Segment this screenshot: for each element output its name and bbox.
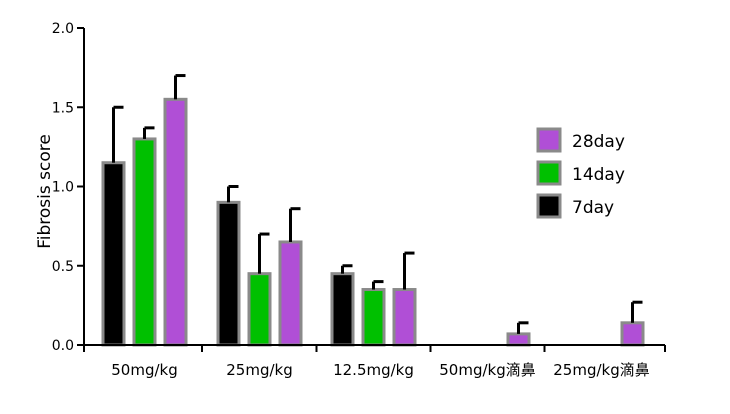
legend-label-7day: 7day — [572, 198, 614, 218]
x-tick-label: 50mg/kg — [111, 361, 177, 379]
legend-label-28day: 28day — [572, 132, 625, 152]
x-tick-label: 25mg/kg — [226, 361, 292, 379]
bar-7day-1 — [216, 200, 241, 347]
bar-28day-3 — [506, 332, 531, 347]
legend-swatch-14day — [536, 160, 562, 186]
y-tick-label: 1.5 — [52, 100, 74, 116]
legend: 28day 14day 7day — [536, 127, 625, 219]
legend-swatch-7day — [536, 193, 562, 219]
bar-28day-1 — [278, 240, 303, 347]
y-tick-label: 0.5 — [52, 259, 74, 275]
bar-14day-0 — [132, 137, 157, 347]
legend-swatch-28day — [536, 127, 562, 153]
bars-layer — [101, 97, 645, 347]
bar-14day-2 — [361, 288, 386, 347]
bar-28day-0 — [163, 97, 188, 347]
bar-14day-1 — [247, 272, 272, 347]
y-axis-label: Fibrosis score — [35, 134, 55, 249]
bar-28day-2 — [392, 288, 417, 347]
y-tick-label: 1.0 — [52, 180, 74, 196]
bar-7day-2 — [330, 272, 355, 347]
y-tick-label: 0.0 — [52, 338, 74, 354]
y-tick-label: 2.0 — [52, 21, 74, 37]
x-tick-label: 12.5mg/kg — [333, 361, 414, 379]
legend-label-14day: 14day — [572, 165, 625, 185]
y-ticks: 0.0 0.5 1.0 1.5 2.0 — [52, 21, 84, 354]
bar-28day-4 — [620, 321, 645, 347]
x-tick-label: 25mg/kg滴鼻 — [553, 361, 649, 379]
x-tick-label: 50mg/kg滴鼻 — [439, 361, 535, 379]
bar-7day-0 — [101, 161, 126, 347]
error-bars-layer — [112, 74, 643, 334]
x-ticks: 50mg/kg 25mg/kg 12.5mg/kg 50mg/kg滴鼻 25mg/kg滴… — [83, 345, 666, 379]
